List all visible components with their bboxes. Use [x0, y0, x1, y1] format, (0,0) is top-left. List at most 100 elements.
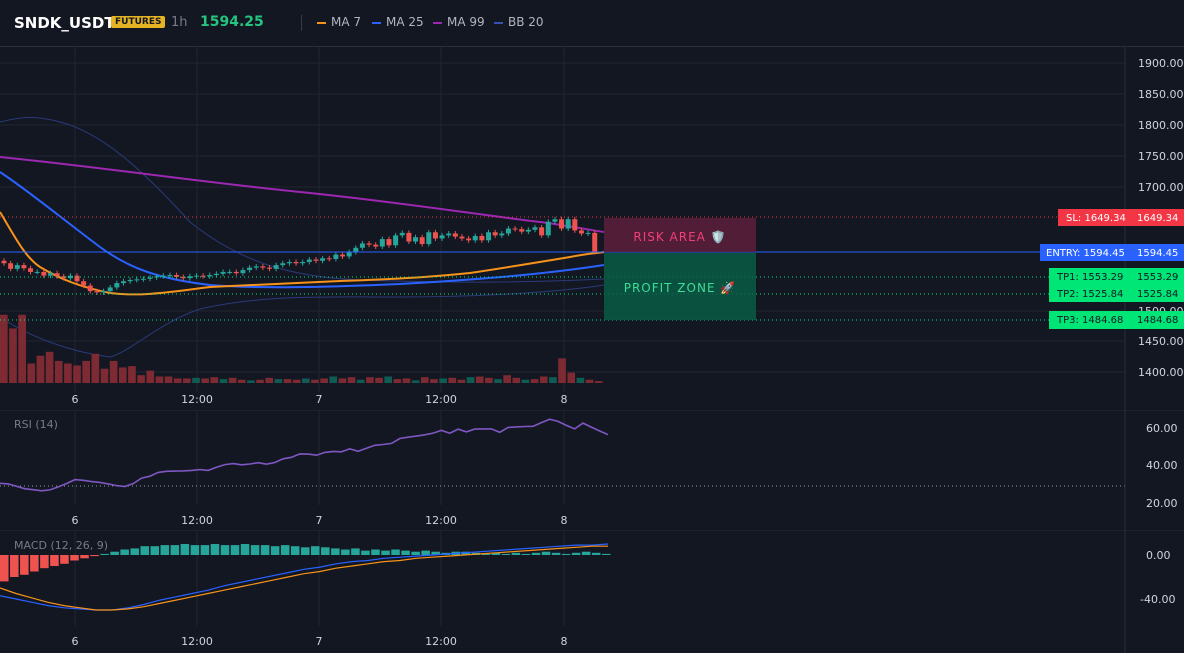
rsi-panel[interactable]: RSI (14) 60.00 40.00 20.00 6 12:00 7 12:00 8	[0, 410, 1184, 530]
candle-body[interactable]	[432, 232, 438, 239]
candle-body[interactable]	[439, 235, 445, 239]
candle-body[interactable]	[446, 233, 452, 236]
candle-body[interactable]	[592, 232, 598, 253]
candle-body[interactable]	[306, 259, 312, 263]
candle-body[interactable]	[578, 230, 584, 234]
price-scale[interactable]	[1125, 47, 1184, 410]
rsi-scale[interactable]	[1125, 411, 1184, 530]
candle-body[interactable]	[28, 268, 34, 272]
candle-body[interactable]	[94, 291, 100, 293]
candlestick-series[interactable]	[1, 216, 598, 295]
candle-body[interactable]	[585, 232, 591, 234]
candle-body[interactable]	[8, 263, 14, 269]
legend-ma7[interactable]: MA 7	[317, 15, 361, 29]
candle-body[interactable]	[565, 219, 571, 229]
price-chart-panel[interactable]: RISK AREA 🛡️ PROFIT ZONE 🚀 1900.00 1850.0…	[0, 47, 1184, 410]
candle-body[interactable]	[466, 238, 472, 241]
timeframe-selector[interactable]: 1h	[171, 15, 188, 30]
legend-ma25[interactable]: MA 25	[372, 15, 424, 29]
candle-body[interactable]	[505, 228, 511, 234]
candle-body[interactable]	[293, 262, 299, 264]
candle-body[interactable]	[499, 233, 505, 236]
candle-body[interactable]	[280, 263, 286, 266]
candle-body[interactable]	[399, 232, 405, 236]
candle-body[interactable]	[81, 281, 87, 286]
macd-panel[interactable]: MACD (12, 26, 9) 0.00 -40.00 6 12:00 7 12:0…	[0, 530, 1184, 653]
candle-body[interactable]	[101, 291, 107, 293]
candle-body[interactable]	[532, 227, 538, 230]
candle-body[interactable]	[452, 233, 458, 237]
candle-body[interactable]	[260, 266, 266, 268]
candle-body[interactable]	[552, 219, 558, 222]
candle-body[interactable]	[87, 285, 93, 292]
candle-body[interactable]	[539, 227, 545, 236]
candle-body[interactable]	[559, 219, 565, 229]
candle-body[interactable]	[74, 275, 80, 282]
candle-body[interactable]	[326, 258, 332, 260]
candle-body[interactable]	[140, 278, 146, 280]
candle-body[interactable]	[34, 271, 40, 273]
candle-body[interactable]	[227, 271, 233, 273]
candle-body[interactable]	[120, 281, 126, 284]
candle-body[interactable]	[67, 275, 73, 279]
candle-body[interactable]	[273, 265, 279, 269]
candle-body[interactable]	[233, 271, 239, 274]
candle-body[interactable]	[134, 279, 140, 281]
candle-body[interactable]	[353, 247, 359, 253]
candle-body[interactable]	[41, 271, 47, 276]
candle-body[interactable]	[359, 243, 365, 248]
macd-scale[interactable]	[1125, 531, 1184, 653]
candle-body[interactable]	[479, 235, 485, 241]
candle-body[interactable]	[247, 267, 253, 271]
candle-body[interactable]	[379, 239, 385, 247]
profit-zone[interactable]	[604, 253, 756, 320]
legend-bb20[interactable]: BB 20	[494, 15, 544, 29]
candle-body[interactable]	[406, 232, 412, 242]
candle-body[interactable]	[193, 275, 199, 277]
candle-body[interactable]	[492, 232, 498, 236]
candle-body[interactable]	[419, 237, 425, 245]
candle-body[interactable]	[313, 259, 319, 261]
candle-body[interactable]	[207, 275, 213, 277]
candle-body[interactable]	[459, 236, 465, 239]
candle-body[interactable]	[213, 273, 219, 276]
candle-body[interactable]	[413, 237, 419, 242]
candle-body[interactable]	[187, 276, 193, 279]
candle-body[interactable]	[114, 283, 120, 288]
legend-ma99[interactable]: MA 99	[433, 15, 485, 29]
candle-body[interactable]	[54, 273, 60, 277]
candle-body[interactable]	[519, 229, 525, 232]
candle-body[interactable]	[333, 254, 339, 259]
candle-body[interactable]	[107, 287, 113, 292]
candle-body[interactable]	[266, 267, 272, 269]
candle-body[interactable]	[14, 265, 20, 269]
candle-body[interactable]	[386, 239, 392, 246]
candle-body[interactable]	[426, 232, 432, 245]
candle-body[interactable]	[525, 229, 531, 232]
candle-body[interactable]	[572, 219, 578, 231]
candle-body[interactable]	[1, 260, 7, 264]
candle-body[interactable]	[200, 275, 206, 277]
candle-body[interactable]	[340, 254, 346, 257]
candle-body[interactable]	[346, 252, 352, 257]
symbol-name[interactable]: SNDK_USDT	[14, 14, 115, 32]
candle-body[interactable]	[61, 276, 67, 279]
candle-body[interactable]	[147, 277, 153, 279]
candle-body[interactable]	[472, 235, 478, 241]
candle-body[interactable]	[300, 262, 306, 264]
candle-body[interactable]	[486, 232, 492, 241]
candle-body[interactable]	[127, 280, 133, 282]
candle-body[interactable]	[393, 235, 399, 246]
candle-body[interactable]	[373, 244, 379, 247]
candle-body[interactable]	[174, 275, 180, 277]
candle-body[interactable]	[320, 258, 326, 261]
candle-body[interactable]	[180, 276, 186, 279]
candle-body[interactable]	[253, 266, 259, 268]
candle-body[interactable]	[240, 270, 246, 274]
candle-body[interactable]	[286, 262, 292, 264]
candle-body[interactable]	[160, 275, 166, 277]
risk-area-zone[interactable]	[604, 218, 756, 252]
candle-body[interactable]	[545, 221, 551, 236]
candle-body[interactable]	[512, 228, 518, 230]
candle-body[interactable]	[21, 265, 27, 269]
